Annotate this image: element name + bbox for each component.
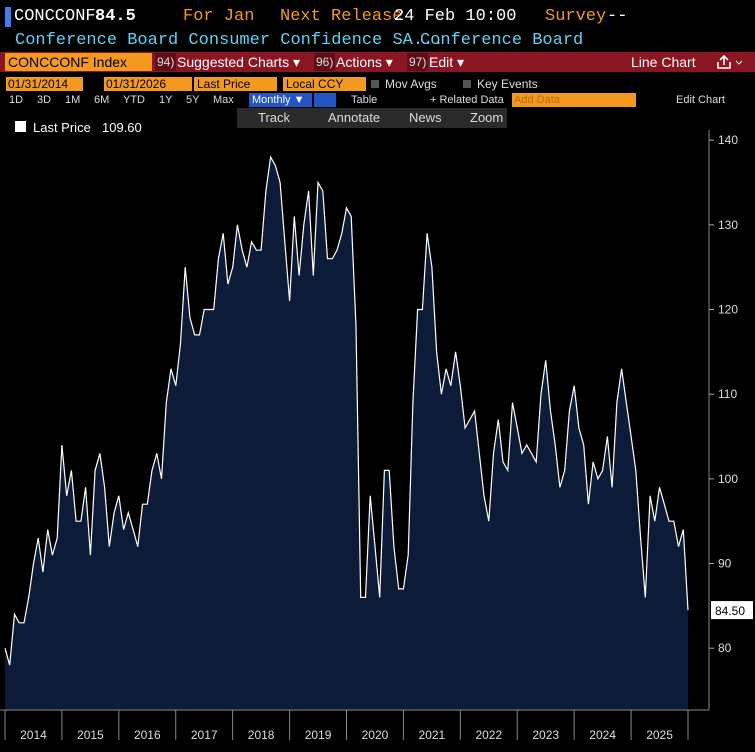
- period-button[interactable]: 1D: [9, 94, 24, 106]
- line: [4, 155, 689, 666]
- share-icon[interactable]: [714, 54, 746, 70]
- area-fill: [5, 157, 688, 711]
- chart-tool[interactable]: Zoom: [470, 110, 504, 125]
- period-button[interactable]: 1Y: [159, 94, 173, 106]
- chart: 80 90 100 110 120 130 140 2014 2015 2016 2017 2018 2…: [0, 130, 753, 742]
- checkbox[interactable]: [463, 80, 471, 88]
- ticker-marker: [5, 7, 11, 27]
- period-button[interactable]: 1M: [65, 94, 81, 106]
- field-select[interactable]: Last Price: [194, 77, 277, 91]
- key-events[interactable]: Key Events: [477, 77, 538, 91]
- add-data-input[interactable]: Add Data: [512, 93, 636, 107]
- last-value-label: 84.50: [715, 604, 745, 618]
- for-label: For Jan: [183, 7, 255, 26]
- x-tick-label: 2025: [646, 728, 673, 742]
- next-release: 24 Feb 10:00: [394, 7, 517, 26]
- start-date[interactable]: 01/31/2014: [6, 77, 83, 91]
- security-name: Conference Board Consumer Confidence SA.…: [15, 31, 444, 50]
- y-tick-label: 120: [718, 303, 738, 317]
- security-input[interactable]: CONCCONF Index: [5, 53, 152, 71]
- x-tick-label: 2016: [134, 728, 161, 742]
- currency-select[interactable]: Local CCY: [283, 77, 366, 91]
- x-tick-label: 2021: [419, 728, 446, 742]
- y-tick-label: 80: [718, 641, 732, 655]
- x-tick-label: 2015: [77, 728, 104, 742]
- menu-label[interactable]: Actions ▾: [336, 54, 393, 70]
- x-tick-label: 2014: [20, 728, 47, 742]
- edit-chart[interactable]: Edit Chart: [676, 94, 725, 106]
- survey: --: [607, 7, 628, 26]
- period-button[interactable]: 5Y: [186, 94, 200, 106]
- frequency[interactable]: Monthly ▼: [249, 93, 312, 107]
- source: Conference Board: [420, 31, 584, 50]
- next-release-label: Next Release: [280, 7, 403, 26]
- related-data[interactable]: + Related Data: [430, 94, 504, 106]
- y-tick-label: 100: [718, 472, 738, 486]
- y-tick-label: 140: [718, 133, 738, 147]
- period-button[interactable]: YTD: [123, 94, 145, 106]
- chart-tool[interactable]: Track: [258, 110, 291, 125]
- y-tick-label: 90: [718, 557, 732, 571]
- chart-toggle[interactable]: [314, 93, 336, 107]
- x-tick-label: 2017: [191, 728, 218, 742]
- mov-avgs[interactable]: Mov Avgs: [385, 77, 437, 91]
- end-date[interactable]: 01/31/2026: [104, 77, 192, 91]
- checkbox[interactable]: [371, 80, 379, 88]
- x-tick-label: 2023: [532, 728, 559, 742]
- period-button[interactable]: Max: [213, 94, 234, 106]
- view-type[interactable]: Line Chart: [631, 54, 696, 70]
- x-tick-label: 2020: [362, 728, 389, 742]
- menu-label[interactable]: Suggested Charts ▾: [177, 54, 300, 70]
- chart-tool[interactable]: News: [409, 110, 442, 125]
- y-tick-label: 130: [718, 218, 738, 232]
- x-tick-label: 2018: [248, 728, 275, 742]
- period-button[interactable]: 6M: [94, 94, 110, 106]
- last-value-box: [711, 601, 753, 620]
- x-tick-label: 2024: [589, 728, 616, 742]
- survey-label: Survey: [545, 7, 607, 26]
- legend-swatch: [15, 121, 26, 132]
- ticker-value: 84.5: [95, 7, 136, 26]
- period-button[interactable]: 3D: [37, 94, 52, 106]
- ticker: CONCCONF: [14, 7, 96, 26]
- table-button[interactable]: Table: [351, 94, 378, 106]
- legend-label: Last Price: [33, 120, 91, 135]
- menu-number[interactable]: 97): [407, 53, 429, 71]
- toolbar: [0, 52, 755, 72]
- y-tick-label: 110: [718, 387, 737, 401]
- legend-value: 109.60: [102, 120, 142, 135]
- menu-number[interactable]: 96): [314, 53, 336, 71]
- x-tick-label: 2019: [305, 728, 332, 742]
- chart-tools-bar: [237, 108, 507, 128]
- menu-number[interactable]: 94): [155, 53, 177, 71]
- menu-label[interactable]: Edit ▾: [429, 54, 465, 70]
- x-tick-label: 2022: [475, 728, 502, 742]
- chart-tool[interactable]: Annotate: [328, 110, 381, 125]
